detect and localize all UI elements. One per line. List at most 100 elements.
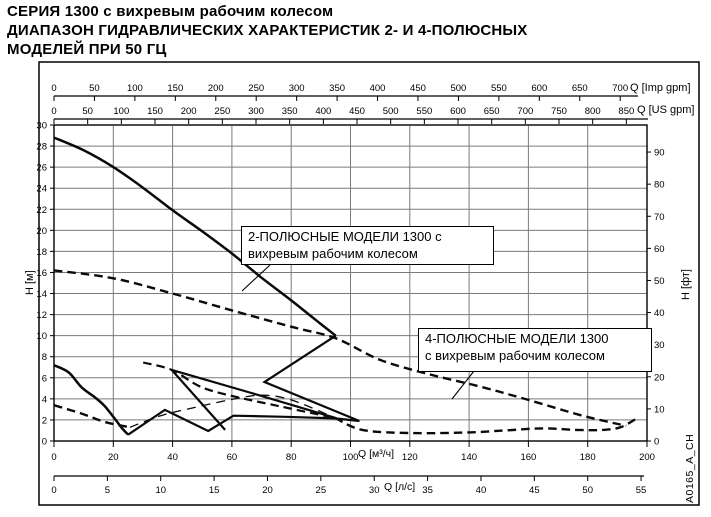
- tick-label-m: 16: [36, 268, 47, 279]
- tick-label-m: 22: [36, 205, 47, 216]
- tick-label-m: 24: [36, 184, 47, 195]
- tick-label-m3h: 60: [227, 452, 238, 463]
- leader-4pole: [451, 370, 475, 400]
- axis-label-head-ft: H [фт]: [680, 269, 692, 300]
- curve-4pole-lower-scallop: [129, 394, 336, 428]
- curve-2pole-mid-closure: [170, 369, 226, 431]
- tick-label-m3h: 40: [167, 452, 178, 463]
- tick-label-ft: 70: [654, 212, 665, 223]
- tick-label-us: 400: [315, 106, 331, 117]
- curve-4pole-lower-right: [334, 416, 636, 435]
- tick-label-ft: 0: [654, 437, 659, 448]
- tick-label-m: 30: [36, 121, 47, 132]
- tick-label-ft: 20: [654, 372, 665, 383]
- figure-frame: [38, 61, 700, 506]
- tick-label-ft: 50: [654, 276, 665, 287]
- tick-label-m3h: 200: [639, 452, 655, 463]
- tick-label-us: 350: [282, 106, 298, 117]
- tick-label-ls: 50: [582, 485, 593, 496]
- tick-label-us: 150: [147, 106, 163, 117]
- tick-label-imp: 600: [531, 83, 547, 94]
- tick-label-imp: 250: [248, 83, 264, 94]
- tick-label-m: 10: [36, 331, 47, 342]
- title-line-3: МОДЕЛЕЙ ПРИ 50 ГЦ: [7, 41, 167, 58]
- tick-label-us: 700: [517, 106, 533, 117]
- tick-label-m3h: 120: [402, 452, 418, 463]
- tick-label-ft: 10: [654, 404, 665, 415]
- axis-label-ls: Q [л/с]: [384, 481, 416, 493]
- tick-label-m3h: 140: [461, 452, 477, 463]
- tick-label-us: 500: [383, 106, 399, 117]
- axis-label-m3h: Q [м³/ч]: [358, 448, 395, 460]
- tick-label-m: 2: [42, 415, 47, 426]
- annotation-4pole-line-1: 4-ПОЛЮСНЫЕ МОДЕЛИ 1300: [425, 331, 609, 346]
- tick-label-ft: 60: [654, 244, 665, 255]
- leader-2pole: [241, 264, 271, 292]
- tick-label-imp: 400: [370, 83, 386, 94]
- tick-label-ls: 10: [155, 485, 166, 496]
- curve-2pole-right-closure: [262, 334, 360, 423]
- tick-label-imp: 700: [612, 83, 628, 94]
- tick-label-us: 300: [248, 106, 264, 117]
- tick-label-us: 100: [113, 106, 129, 117]
- tick-label-ls: 45: [529, 485, 540, 496]
- axis-label-imp-gpm: Q [Imp gpm]: [630, 82, 691, 94]
- tick-label-ft: 90: [654, 148, 665, 159]
- tick-label-ft: 30: [654, 340, 665, 351]
- tick-label-ls: 0: [51, 485, 56, 496]
- title-line-2: ДИАПАЗОН ГИДРАВЛИЧЕСКИХ ХАРАКТЕРИСТИК 2-…: [7, 22, 528, 39]
- tick-label-m: 12: [36, 310, 47, 321]
- tick-label-m: 0: [42, 437, 47, 448]
- tick-label-us: 200: [181, 106, 197, 117]
- axis-label-us-gpm: Q [US gpm]: [637, 104, 695, 116]
- curve-4pole-upper-limit: [53, 269, 627, 427]
- tick-label-m3h: 160: [520, 452, 536, 463]
- tick-label-us: 250: [214, 106, 230, 117]
- curve-2pole-upper-limit: [53, 136, 337, 337]
- tick-label-ls: 55: [636, 485, 647, 496]
- tick-label-m: 4: [42, 394, 47, 405]
- tick-label-us: 0: [51, 106, 56, 117]
- curve-4pole-lower-left: [53, 404, 131, 429]
- tick-label-ls: 25: [316, 485, 327, 496]
- tick-label-ls: 40: [476, 485, 487, 496]
- tick-label-imp: 100: [127, 83, 143, 94]
- tick-label-ft: 80: [654, 180, 665, 191]
- drawing-code: A0165_A_CH: [684, 433, 696, 503]
- annotation-2pole-line-2: вихревым рабочим колесом: [248, 246, 418, 261]
- chart-title: СЕРИЯ 1300 с вихревым рабочим колесом ДИ…: [7, 2, 528, 59]
- tick-label-m: 6: [42, 373, 47, 384]
- tick-label-us: 550: [416, 106, 432, 117]
- tick-label-m3h: 0: [51, 452, 56, 463]
- tick-label-m: 20: [36, 226, 47, 237]
- tick-label-m: 26: [36, 163, 47, 174]
- tick-label-imp: 300: [289, 83, 305, 94]
- tick-label-m: 18: [36, 247, 47, 258]
- tick-label-imp: 350: [329, 83, 345, 94]
- annotation-2pole-line-1: 2-ПОЛЮСНЫЕ МОДЕЛИ 1300 с: [248, 229, 442, 244]
- tick-label-imp: 150: [167, 83, 183, 94]
- tick-label-ft: 40: [654, 308, 665, 319]
- curve-4pole-mid: [142, 361, 336, 419]
- tick-label-imp: 50: [89, 83, 100, 94]
- tick-label-imp: 650: [572, 83, 588, 94]
- tick-label-ls: 35: [422, 485, 433, 496]
- curve-2pole-mid-upper: [171, 368, 336, 419]
- tick-label-imp: 0: [51, 83, 56, 94]
- tick-label-imp: 450: [410, 83, 426, 94]
- annotation-4pole-line-2: с вихревым рабочим колесом: [425, 348, 605, 363]
- tick-label-ls: 15: [209, 485, 220, 496]
- tick-label-ls: 5: [105, 485, 110, 496]
- tick-label-us: 850: [618, 106, 634, 117]
- tick-label-m3h: 80: [286, 452, 297, 463]
- tick-label-m3h: 180: [580, 452, 596, 463]
- tick-label-imp: 500: [450, 83, 466, 94]
- tick-label-m: 14: [36, 289, 47, 300]
- tick-label-us: 50: [82, 106, 93, 117]
- tick-label-imp: 550: [491, 83, 507, 94]
- tick-label-m3h: 20: [108, 452, 119, 463]
- tick-label-us: 750: [551, 106, 567, 117]
- tick-label-imp: 200: [208, 83, 224, 94]
- annotation-4pole-models: 4-ПОЛЮСНЫЕ МОДЕЛИ 1300 с вихревым рабочи…: [418, 328, 652, 372]
